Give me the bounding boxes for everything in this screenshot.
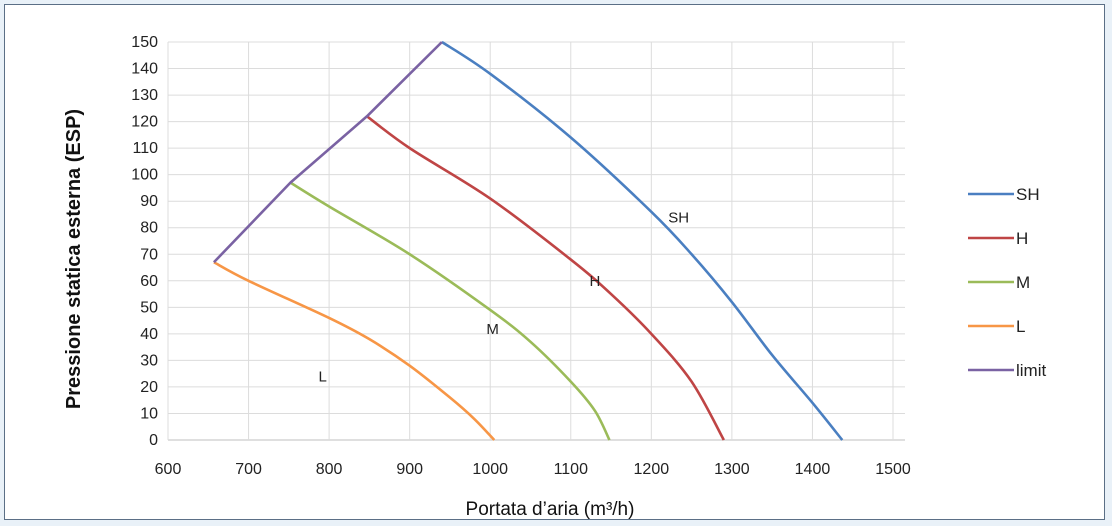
y-tick-label: 90 <box>140 193 158 210</box>
y-tick-label: 130 <box>131 87 158 104</box>
x-tick-label: 1300 <box>714 461 750 478</box>
x-tick-label: 600 <box>155 461 182 478</box>
series-line-l <box>213 261 496 441</box>
legend-item-h: H <box>968 229 1028 248</box>
curve-labels: SH H M L <box>318 209 689 385</box>
y-tick-label: 30 <box>140 352 158 369</box>
legend-label: M <box>1016 273 1030 292</box>
curve-label-l: L <box>318 369 326 386</box>
y-tick-label: 60 <box>140 273 158 290</box>
axes: 0 10 20 30 40 50 60 70 80 90 100 110 120 130 140 150 600… <box>131 34 911 478</box>
y-tick-label: 100 <box>131 167 158 184</box>
y-tick-label: 150 <box>131 34 158 51</box>
y-tick-label: 120 <box>131 114 158 131</box>
y-tick-label: 50 <box>140 299 158 316</box>
y-tick-label: 40 <box>140 326 158 343</box>
legend-label: H <box>1016 229 1028 248</box>
x-tick-label: 1100 <box>554 461 589 478</box>
series-line-limit <box>212 41 443 264</box>
legend-item-l: L <box>968 317 1025 336</box>
curve-label-sh: SH <box>668 209 689 226</box>
y-tick-label: 140 <box>131 61 158 78</box>
curve-label-m: M <box>486 321 499 338</box>
y-tick-label: 70 <box>140 246 158 263</box>
y-tick-label: 110 <box>132 140 158 157</box>
x-tick-label: 1200 <box>634 461 670 478</box>
x-tick-label: 800 <box>316 461 343 478</box>
x-tick-label: 1500 <box>875 461 911 478</box>
x-tick-label: 1400 <box>795 461 831 478</box>
series-lines <box>212 40 844 441</box>
y-axis-title: Pressione statica esterna (ESP) <box>63 109 85 409</box>
chart-frame <box>4 4 1105 520</box>
x-tick-label: 900 <box>396 461 423 478</box>
legend-label: SH <box>1016 185 1040 204</box>
legend-label: L <box>1016 317 1025 336</box>
x-axis-title: Portata d’aria (m³/h) <box>466 499 635 520</box>
y-tick-label: 80 <box>140 220 158 237</box>
y-tick-label: 20 <box>140 379 158 396</box>
grid <box>167 41 905 441</box>
series-line-sh <box>441 40 844 441</box>
legend-item-m: M <box>968 273 1030 292</box>
y-tick-label: 10 <box>140 405 158 422</box>
curve-label-h: H <box>590 273 601 290</box>
series-line-m <box>289 181 611 441</box>
legend-label: limit <box>1016 361 1046 380</box>
legend-item-sh: SH <box>968 185 1040 204</box>
series-line-h <box>366 115 725 441</box>
x-tick-label: 700 <box>235 461 262 478</box>
x-tick-label: 1000 <box>472 461 508 478</box>
legend-item-limit: limit <box>968 361 1046 380</box>
y-tick-label: 0 <box>149 432 158 449</box>
